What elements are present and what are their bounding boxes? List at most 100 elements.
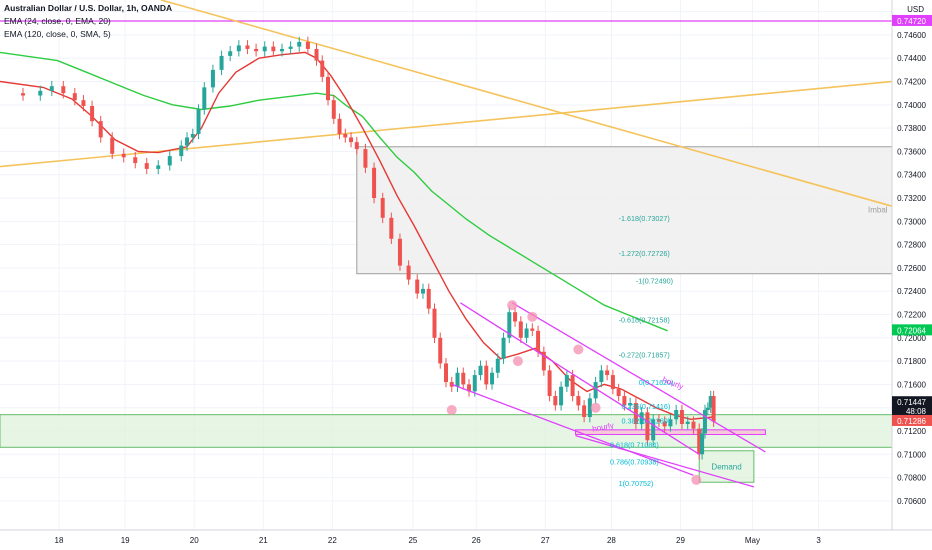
candle-body: [21, 93, 26, 96]
candle-body: [570, 375, 575, 397]
pivot-dot: [590, 402, 601, 413]
candle-body: [507, 312, 512, 338]
chart-title: Australian Dollar / U.S. Dollar, 1h, OAN…: [4, 3, 173, 13]
candle-body: [605, 370, 610, 376]
candle-body: [536, 330, 541, 352]
price-tick-label: 0.72400: [897, 287, 926, 296]
candle-body: [593, 382, 598, 399]
candle-body: [559, 386, 564, 406]
candle-body: [467, 384, 472, 392]
candle-body: [279, 48, 284, 52]
candle-body: [219, 55, 224, 70]
candle-body: [314, 48, 319, 61]
candle-body: [38, 90, 43, 96]
indicator-ema-24[interactable]: EMA (24, close, 0, EMA, 20): [4, 16, 111, 26]
candle-body: [668, 419, 673, 427]
candle-body: [288, 46, 293, 49]
candle-body: [628, 403, 633, 406]
candle-body: [363, 149, 368, 168]
channel-line-4[interactable]: [575, 435, 755, 488]
candle-body: [599, 370, 604, 383]
price-badge-label: 0.71286: [897, 417, 926, 426]
candle-body: [420, 288, 425, 294]
candle-body: [320, 60, 325, 77]
price-axis[interactable]: USD 0.74600 0.74400 0.74200 0.74000 0.73800 0.…: [891, 0, 932, 550]
price-badge: [892, 414, 932, 426]
channel-label: hourly: [592, 421, 615, 434]
price-badge-label: 0.71447: [897, 398, 926, 407]
candle-body: [245, 45, 250, 49]
candle-body: [121, 153, 126, 158]
channel-line-1[interactable]: [460, 302, 700, 455]
price-tick-label: 0.73600: [897, 147, 926, 156]
candle-body: [72, 93, 77, 101]
candle-body: [587, 398, 592, 418]
candle-body: [372, 167, 377, 199]
candle-body: [616, 389, 621, 397]
candle-body: [582, 405, 587, 418]
price-tick-label: 0.71000: [897, 450, 926, 459]
time-tick-label: 25: [408, 536, 417, 545]
demand-label: Demand: [711, 463, 741, 472]
candle-body: [110, 137, 115, 154]
indicator-ema-120[interactable]: EMA (120, close, 0, SMA, 5): [4, 29, 111, 39]
price-tick-label: 0.72800: [897, 241, 926, 250]
candle-body: [656, 419, 661, 422]
candle-body: [700, 433, 705, 455]
price-tick-label: 0.73400: [897, 171, 926, 180]
price-tick-label: 0.73200: [897, 194, 926, 203]
fib-label: -1.618(0.73027): [619, 214, 670, 223]
fib-label: 0.236(0.71416): [622, 402, 671, 411]
time-tick-label: 21: [259, 536, 268, 545]
price-tick-label: 0.70600: [897, 497, 926, 506]
demand-zone: [698, 450, 755, 483]
time-tick-label: 19: [121, 536, 130, 545]
time-tick-label: May: [745, 536, 760, 545]
candle-body: [337, 118, 342, 134]
candle-body: [564, 375, 569, 387]
currency-label: USD: [907, 5, 924, 14]
candle-body: [81, 100, 86, 106]
ema-120-line: [0, 51, 668, 332]
candle-body: [432, 308, 437, 338]
candle-body: [645, 412, 650, 441]
candle-body: [354, 142, 359, 150]
price-tick-label: 0.74000: [897, 101, 926, 110]
candle-body: [455, 372, 460, 387]
candle-body: [190, 133, 195, 138]
candle-body: [144, 163, 149, 169]
candle-body: [444, 363, 448, 383]
time-axis[interactable]: 18 19 20 21 22 25 26 27 28 29 May 3: [0, 529, 932, 550]
candle-body: [228, 51, 233, 56]
pivot-dot: [527, 311, 538, 322]
candle-body: [524, 328, 529, 338]
price-axis-bg: [892, 0, 932, 550]
price-tick-label: 0.74400: [897, 54, 926, 63]
time-tick-label: 20: [190, 536, 199, 545]
candle-body: [541, 351, 546, 371]
time-tick-label: 18: [55, 536, 64, 545]
time-tick-label: 28: [607, 536, 616, 545]
candle-body: [622, 396, 627, 406]
price-tick-label: 0.71200: [897, 427, 926, 436]
candle-body: [697, 428, 702, 455]
overlay-layer: -1.618(0.73027) -1.272(0.72726) -1(0.72490…: [446, 214, 766, 488]
trendline-2[interactable]: [160, 0, 893, 207]
candle-body: [484, 365, 489, 385]
pivot-dot: [446, 405, 457, 416]
candle-body: [167, 156, 172, 166]
channel-line-3[interactable]: [451, 383, 694, 476]
candle-body: [179, 145, 184, 157]
fib-label: -0.618(0.72158): [619, 315, 670, 324]
candle-body: [490, 372, 495, 385]
price-tick-label: 0.71800: [897, 357, 926, 366]
candle-body: [389, 217, 394, 239]
countdown-label: 48:08: [906, 407, 927, 416]
channel-line-2[interactable]: [511, 302, 766, 453]
candle-body: [711, 396, 716, 422]
pivot-dot: [691, 474, 702, 485]
price-badge-label: 0.72064: [897, 326, 926, 335]
time-tick-label: 3: [816, 536, 821, 545]
candle-body: [326, 76, 331, 101]
